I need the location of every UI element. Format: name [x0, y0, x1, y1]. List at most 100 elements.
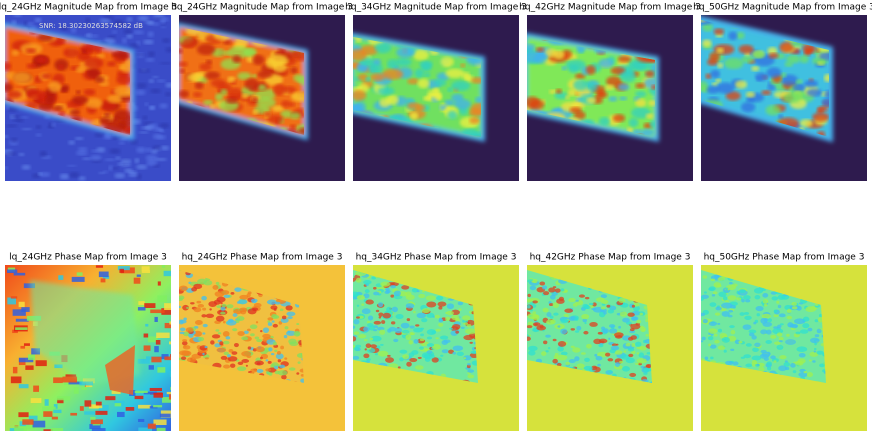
texture-spot — [539, 281, 546, 286]
phase-wrap — [28, 415, 38, 421]
phase-wrap — [141, 266, 150, 271]
texture-spot — [103, 112, 111, 118]
texture-spot — [786, 333, 790, 337]
texture-spot — [463, 357, 467, 360]
phase-wrap — [7, 297, 16, 305]
texture-spot — [215, 93, 224, 101]
texture-spot — [405, 303, 415, 309]
texture-spot — [710, 356, 714, 360]
texture-spot — [645, 70, 655, 78]
texture-spot — [760, 317, 768, 324]
texture-spot — [543, 340, 548, 345]
texture-spot — [716, 82, 735, 94]
texture-spot — [761, 288, 766, 291]
texture-spot — [553, 312, 559, 316]
texture-spot — [714, 333, 718, 337]
texture-spot — [795, 331, 801, 335]
texture-spot — [193, 283, 203, 290]
texture-spot — [527, 298, 533, 303]
texture-spot — [802, 323, 810, 329]
texture-spot — [617, 55, 632, 63]
noise — [114, 173, 126, 179]
texture-spot — [597, 331, 603, 335]
phase-wrap — [15, 318, 29, 322]
phase-wrap — [138, 301, 145, 305]
texture-spot — [431, 357, 439, 363]
texture-spot — [226, 304, 234, 309]
phase-wrap — [42, 406, 56, 412]
noise — [120, 164, 132, 168]
phase-wrap — [137, 307, 146, 311]
phase-wrap — [170, 354, 171, 358]
texture-spot — [623, 350, 627, 353]
texture-spot — [363, 279, 372, 285]
noise — [10, 137, 18, 143]
texture-spot — [774, 341, 781, 345]
phase-wrap — [149, 387, 162, 392]
texture-spot — [565, 319, 570, 322]
texture-spot — [417, 78, 430, 89]
texture-spot — [220, 290, 230, 295]
noise — [128, 43, 140, 49]
phase-wrap — [12, 309, 26, 316]
phase-wrap — [50, 428, 64, 431]
texture-spot — [745, 343, 752, 347]
texture-spot — [766, 329, 772, 335]
phase-wrap — [30, 398, 42, 404]
noise — [74, 136, 84, 141]
noise — [152, 145, 162, 151]
noise — [144, 102, 149, 106]
texture — [353, 37, 481, 137]
noise — [37, 172, 43, 176]
phase-wrap — [10, 296, 18, 299]
texture-spot — [803, 370, 808, 374]
texture-spot — [97, 53, 106, 59]
texture-spot — [226, 319, 237, 326]
texture-spot — [290, 66, 298, 74]
noise — [150, 149, 158, 154]
noise — [7, 106, 18, 112]
texture-spot — [635, 98, 647, 108]
texture-spot — [286, 330, 296, 336]
phase-wrap — [100, 278, 106, 283]
texture-spot — [600, 308, 607, 313]
texture-spot — [84, 57, 104, 69]
texture-spot — [809, 351, 819, 357]
texture-spot — [527, 43, 536, 52]
texture-spot — [742, 324, 752, 330]
texture-spot — [568, 297, 576, 303]
texture-spot — [583, 365, 593, 371]
noise — [5, 135, 9, 138]
texture-spot — [722, 296, 728, 301]
texture-spot — [600, 306, 606, 310]
texture-spot — [717, 322, 721, 325]
texture-spot — [279, 364, 286, 369]
phase-wrap — [125, 407, 135, 411]
texture-spot — [232, 55, 242, 64]
texture-spot — [708, 343, 712, 347]
noise — [160, 25, 167, 29]
texture-spot — [802, 316, 810, 322]
texture-spot — [710, 278, 716, 282]
texture-spot — [470, 102, 481, 115]
texture-spot — [588, 302, 594, 306]
texture-spot — [390, 284, 396, 289]
texture-spot — [628, 117, 639, 128]
texture-spot — [738, 340, 743, 344]
texture-spot — [202, 307, 207, 311]
texture-spot — [407, 78, 419, 85]
texture-spot — [353, 277, 356, 282]
texture-spot — [471, 77, 481, 84]
texture-spot — [179, 327, 186, 332]
texture-spot — [426, 343, 435, 347]
texture-spot — [400, 322, 410, 329]
phase-wrap — [168, 394, 171, 400]
phase-wrap — [134, 390, 148, 394]
texture-spot — [814, 342, 817, 346]
phase-wrap — [156, 332, 170, 338]
texture-spot — [281, 315, 287, 320]
texture-spot — [426, 301, 437, 308]
phase-wrap — [161, 397, 171, 403]
phase-wrap — [161, 308, 171, 315]
texture-spot — [701, 312, 706, 317]
